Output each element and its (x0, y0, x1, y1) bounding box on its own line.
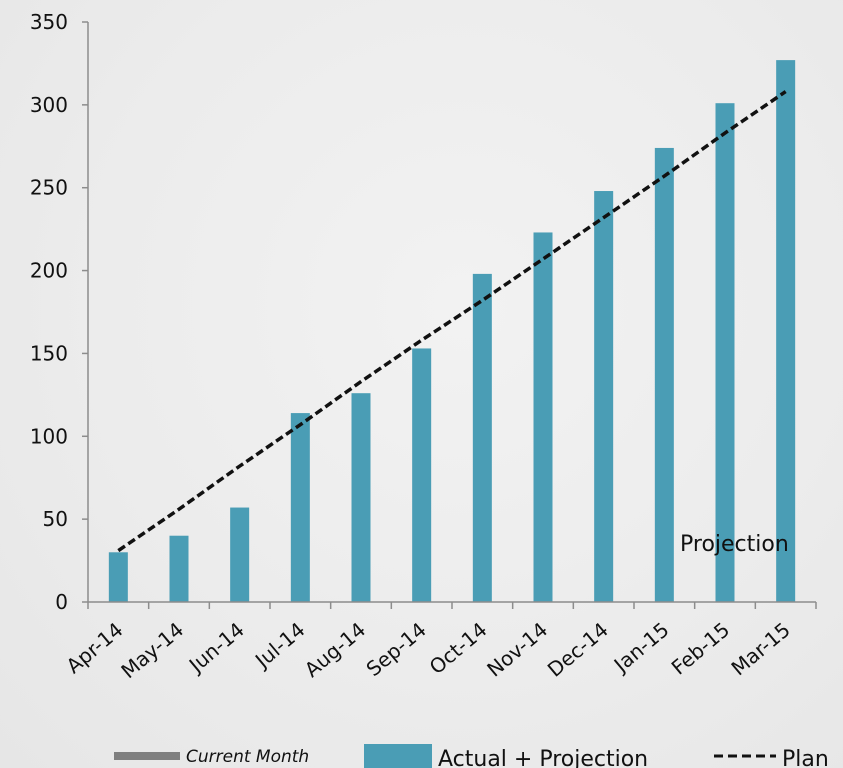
legend-current-month-label: Current Month (186, 747, 309, 767)
legend: Current Month Actual + Projection Plan (114, 744, 829, 768)
bar (169, 535, 189, 602)
legend-actual-projection-label: Actual + Projection (438, 747, 648, 768)
x-tick-label: Apr-14 (62, 617, 128, 678)
y-tick-label: 50 (43, 507, 68, 531)
plan-line (117, 90, 787, 553)
legend-actual-projection-swatch (364, 744, 432, 768)
bar (290, 413, 310, 602)
bar (776, 60, 796, 603)
x-tick-label: Aug-14 (300, 617, 370, 681)
y-tick-label: 0 (55, 590, 68, 614)
bar (472, 273, 492, 602)
x-tick-label: Dec-14 (543, 617, 613, 681)
y-tick-label: 250 (30, 176, 68, 200)
x-tick-label: May-14 (116, 617, 188, 683)
bar-series (108, 60, 796, 603)
x-tick-label: Nov-14 (482, 617, 552, 681)
bar (230, 507, 250, 602)
y-tick-label: 150 (30, 341, 68, 365)
bar (654, 147, 674, 602)
y-tick-label: 300 (30, 93, 68, 117)
x-tick-label: Mar-15 (727, 617, 795, 680)
bar (351, 393, 371, 602)
bar (533, 232, 553, 602)
bar (412, 348, 432, 602)
y-tick-label: 200 (30, 259, 68, 283)
x-tick-label: Oct-14 (425, 617, 492, 679)
x-tick-label: Sep-14 (362, 617, 431, 681)
legend-current-month-swatch (114, 752, 180, 760)
x-tick-label: Feb-15 (667, 617, 735, 679)
y-tick-label: 100 (30, 424, 68, 448)
legend-plan-label: Plan (782, 747, 829, 768)
projection-annotation: Projection (680, 532, 789, 557)
bar (108, 552, 128, 602)
bar (594, 191, 614, 602)
x-tick-label: Jan-15 (608, 617, 674, 677)
x-tick-label: Jun-14 (183, 617, 249, 678)
axes (87, 22, 816, 603)
bar (715, 103, 735, 602)
y-tick-label: 350 (30, 10, 68, 34)
plan-line-series (117, 90, 787, 553)
y-axis-ticks: 0 50 100 150 200 250 300 350 (30, 10, 88, 614)
